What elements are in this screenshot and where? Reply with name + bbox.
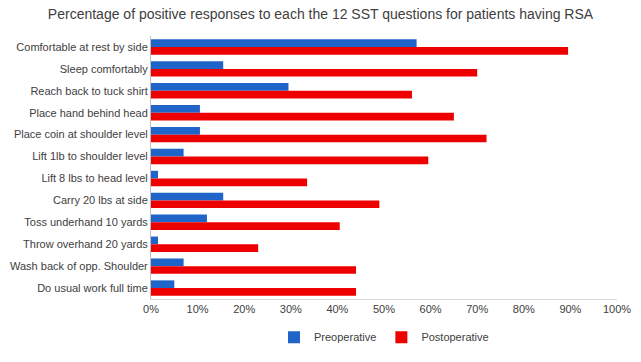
svg-text:Lift 1lb to shoulder level: Lift 1lb to shoulder level [32,150,148,162]
svg-text:20%: 20% [233,303,255,315]
svg-text:90%: 90% [559,303,581,315]
svg-text:Postoperative: Postoperative [421,331,488,343]
svg-text:Lift 8 lbs to head level: Lift 8 lbs to head level [41,172,147,184]
svg-text:0%: 0% [143,303,159,315]
svg-text:Preoperative: Preoperative [314,331,376,343]
svg-text:100%: 100% [603,303,631,315]
svg-text:50%: 50% [373,303,395,315]
svg-text:70%: 70% [466,303,488,315]
svg-text:Toss underhand 10 yards: Toss underhand 10 yards [24,216,148,228]
svg-text:Percentage of positive respons: Percentage of positive responses to each… [48,6,594,22]
svg-text:60%: 60% [420,303,442,315]
svg-text:40%: 40% [326,303,348,315]
svg-text:Comfortable at rest by side: Comfortable at rest by side [16,41,147,53]
svg-text:Throw overhand 20 yards: Throw overhand 20 yards [23,238,148,250]
svg-text:30%: 30% [280,303,302,315]
svg-text:Reach back to tuck shirt: Reach back to tuck shirt [30,85,147,97]
svg-text:80%: 80% [513,303,535,315]
svg-text:10%: 10% [187,303,209,315]
svg-text:Place coin at shoulder level: Place coin at shoulder level [14,128,148,140]
svg-text:Do usual work full time: Do usual work full time [37,282,148,294]
svg-text:Place hand behind head: Place hand behind head [29,107,148,119]
svg-text:Sleep comfortably: Sleep comfortably [60,63,149,75]
svg-text:Carry 20 lbs at side: Carry 20 lbs at side [53,194,148,206]
svg-text:Wash back of opp. Shoulder: Wash back of opp. Shoulder [10,260,148,272]
